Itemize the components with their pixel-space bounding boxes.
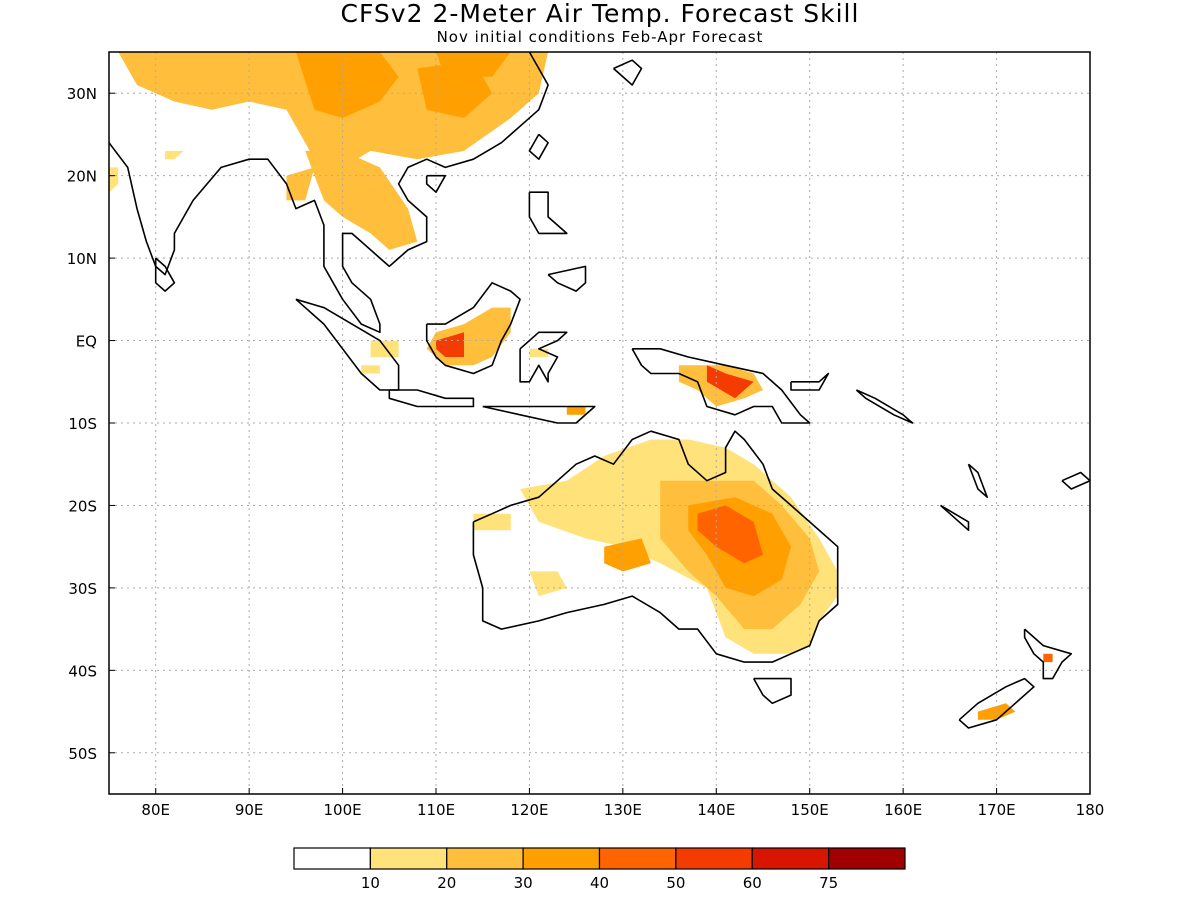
coastline-java [388,389,475,408]
lat-tick-label: EQ [76,333,97,351]
colorbar-label: 30 [514,874,533,892]
coastline-japan-south [612,59,643,86]
coastline-nz-north [1023,628,1073,680]
coastline-new-britain [790,372,830,391]
coastline-solomons [855,389,914,424]
map-title: CFSv2 2-Meter Air Temp. Forecast Skill [340,0,860,28]
coastline-new-guinea [631,347,811,424]
lat-tick-label: 30S [68,580,97,598]
skill-region-borneo-west [436,332,464,357]
colorbar-swatch [369,847,448,870]
coastline-asia-mainland [109,52,549,334]
skill-region-aus-west-spot [529,571,567,597]
coastline-sri-lanka [154,257,176,292]
map-background [109,52,1090,794]
skill-region-timor-spot [566,406,586,415]
skill-region-india-nw [109,167,119,193]
lon-tick-label: 140E [697,801,735,819]
coastline-taiwan [528,133,549,160]
coastline-layer [109,52,1090,729]
colorbar-label: 50 [666,874,685,892]
coastline-nz-south [958,677,1035,729]
lat-tick-label: 10S [68,415,97,433]
coastline-borneo [425,281,521,375]
grid-layer [109,52,1090,794]
colorbar-swatch [446,847,524,870]
lon-tick-label: 130E [604,801,642,819]
lon-tick-label: 180 [1076,801,1105,819]
colorbar-label: 20 [437,874,456,892]
colorbar-label: 40 [590,874,609,892]
skill-region-nz-north [1043,653,1053,663]
lon-tick-label: 150E [791,801,829,819]
lon-tick-label: 90E [235,801,264,819]
lat-tick-label: 50S [68,745,97,763]
coastline-sulawesi [519,331,568,383]
colorbar-swatch [293,847,371,870]
colorbar-label: 75 [819,874,838,892]
skill-region-india-center [165,150,184,160]
lat-tick-label: 40S [68,662,97,680]
colorbar-swatch [751,847,830,870]
lon-tick-label: 110E [417,801,455,819]
coastline-lesser-sunda [482,405,596,424]
skill-region-china-core [295,52,399,118]
colorbar-swatch [675,847,753,870]
map-subtitle: Nov initial conditions Feb-Apr Forecast [436,28,764,46]
skill-region-indochina [305,150,418,250]
skill-region-nz-south [977,703,1016,720]
coastline-australia [472,430,839,663]
skill-region-sumatra-spot [370,340,399,357]
skill-region-sumatra-south [361,365,380,374]
lon-tick-label: 170E [978,801,1016,819]
lat-tick-label: 30N [67,85,97,103]
lat-tick-label: 10N [67,250,97,268]
lat-tick-label: 20S [68,497,97,515]
coastline-vanuatu [967,463,989,499]
skill-region-china-north [436,52,511,77]
lon-tick-label: 80E [141,801,170,819]
lat-tick-label: 20N [67,168,97,186]
colorbar-swatch [828,847,906,870]
coastline-fiji [1061,471,1090,490]
colorbar-swatch [522,847,601,870]
lon-tick-label: 160E [884,801,922,819]
coastline-luzon [528,191,568,235]
skill-region-aus-center [604,538,651,572]
longitude-ticks: 80E 90E 100E 110E 120E 130E 140E 150E 160E 170E 18… [141,788,1104,819]
lon-tick-label: 120E [510,801,548,819]
latitude-ticks: 30N 20N 10N EQ 10S 20S 30S 40S 50S [67,85,115,763]
colorbar: 10 20 30 40 50 60 75 [293,847,906,892]
coastline-mindanao [547,265,587,292]
coastline-new-caledonia [939,504,970,532]
colorbar-label: 60 [743,874,762,892]
coastline-hainan [425,174,447,193]
lon-tick-label: 100E [324,801,362,819]
colorbar-label: 10 [361,874,380,892]
colorbar-swatch [598,847,677,870]
skill-region-png-core [706,365,754,399]
skill-region-sulawesi-spot [529,348,549,357]
coastline-tasmania [753,677,792,705]
skill-region-aus-qld-hot [697,505,763,564]
skill-fill-layer [109,52,1053,720]
skill-region-aus-nw-spot [473,513,511,531]
